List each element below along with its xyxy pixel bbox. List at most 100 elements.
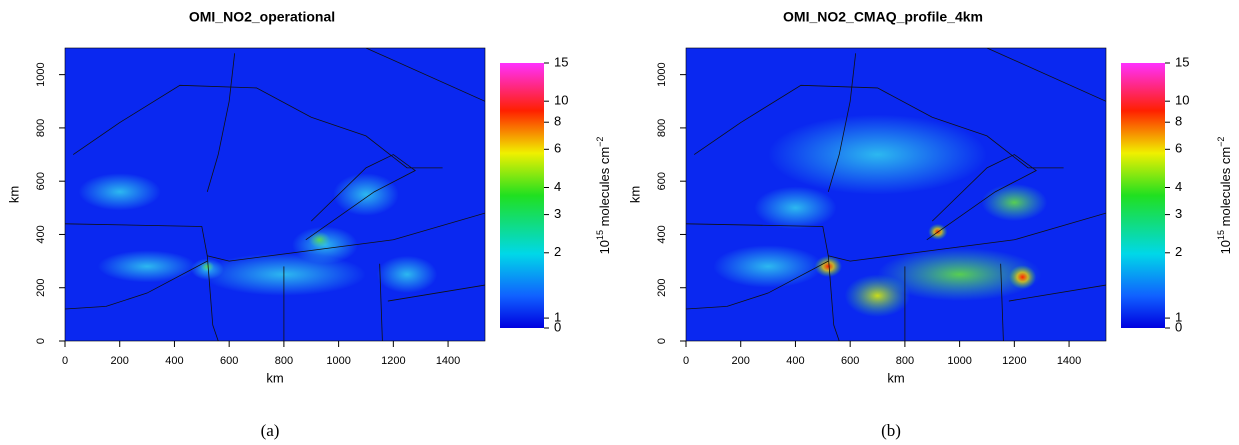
x-tick-label: 1200 [381,355,405,367]
x-tick-label: 200 [732,355,750,367]
x-tick-label: 600 [841,355,859,367]
label-unit-exp: −2 [595,137,605,147]
field-blob [200,261,215,272]
map-field [686,48,1106,341]
map-border [305,154,416,241]
map-border [693,84,1064,169]
x-tick-label: 1400 [436,355,460,367]
y-tick-label: 200 [656,279,668,297]
x-tick-label: 0 [683,355,689,367]
x-tick-label: 1000 [947,355,971,367]
plot-frame [685,47,1107,342]
field-blob [768,114,987,195]
colorbar-tick-label: 4 [1175,179,1182,194]
y-tick-label: 800 [35,119,47,137]
label-exp: 15 [1216,230,1226,240]
x-tick-label: 200 [111,355,129,367]
colorbar-tick-label: 10 [554,93,568,108]
field-blob [1008,265,1037,290]
map-border [686,212,1106,262]
colorbar-label: 1015 molecules cm−2 [595,137,612,255]
y-tick-label: 400 [35,225,47,243]
map-border [206,255,219,341]
x-tick-label: 800 [896,355,914,367]
field-blob [713,245,823,288]
map-border [379,263,383,341]
colorbar-tick-label: 4 [554,179,561,194]
colorbar-tick-label: 15 [1175,54,1189,69]
field-blob [376,255,438,294]
y-axis-label: km [6,186,21,203]
label-unit: molecules cm [597,147,612,226]
label-base: 10 [597,240,612,254]
x-tick-label: 1000 [326,355,350,367]
y-tick-label: 0 [656,338,668,344]
colorbar-tick-label: 3 [554,206,561,221]
colorbar-tick-label: 1 [1175,310,1182,325]
y-tick-label: 0 [35,338,47,344]
x-axis-label: km [266,370,283,385]
label-exp: 15 [595,230,605,240]
y-tick-label: 600 [656,172,668,190]
colorbar-tick-label: 6 [1175,141,1182,156]
map-border [387,284,485,302]
colorbar-tick-label: 8 [1175,114,1182,129]
colorbar-tick-label: 1 [554,310,561,325]
map-border [926,154,1037,241]
field-blob [814,255,842,278]
colorbar-tick-label: 15 [554,54,568,69]
x-tick-label: 1200 [1002,355,1026,367]
map-field [65,48,485,341]
colorbar-tick-label: 3 [1175,206,1182,221]
caption: (a) [261,421,280,440]
map-border [65,212,485,262]
colorbar [1121,63,1165,328]
map-border [686,260,829,310]
colorbar-tick-label: 6 [554,141,561,156]
field-blob [877,247,1042,302]
x-tick-label: 800 [275,355,293,367]
colorbar-tick-label: 2 [554,244,561,259]
y-tick-label: 1000 [656,62,668,86]
label-unit-exp: −2 [1216,137,1226,147]
field-blob [97,250,197,283]
x-tick-label: 600 [220,355,238,367]
y-tick-label: 600 [35,172,47,190]
x-tick-label: 1400 [1057,355,1081,367]
label-unit: molecules cm [1218,147,1233,226]
y-tick-label: 200 [35,279,47,297]
colorbar-tick-label: 8 [554,114,561,129]
x-tick-label: 400 [165,355,183,367]
y-tick-label: 1000 [35,62,47,86]
map-border [1008,284,1106,302]
caption: (b) [881,421,901,440]
map-border [827,255,840,341]
map-border [1000,263,1004,341]
colorbar-tick-label: 0 [1175,319,1182,334]
map-border [65,260,208,310]
chart-title: OMI_NO2_CMAQ_profile_4km [783,9,983,25]
field-blob [333,173,399,216]
field-blob [844,274,911,318]
x-axis-label: km [887,370,904,385]
field-blob [981,183,1048,222]
x-tick-label: 400 [786,355,804,367]
label-base: 10 [1218,240,1233,254]
x-tick-label: 0 [62,355,68,367]
colorbar [500,63,544,328]
map-border [365,48,485,102]
chart-title: OMI_NO2_operational [189,9,335,25]
map-border [827,53,857,192]
field-blob [78,173,161,211]
y-tick-label: 800 [656,119,668,137]
field-blob [754,186,837,230]
y-tick-label: 400 [656,225,668,243]
y-axis-label: km [627,186,642,203]
field-blob [308,231,331,248]
colorbar-tick-label: 10 [1175,93,1189,108]
colorbar-tick-label: 2 [1175,244,1182,259]
colorbar-tick-label: 0 [554,319,561,334]
colorbar-label: 1015 molecules cm−2 [1216,137,1233,255]
plot-frame [64,47,486,342]
